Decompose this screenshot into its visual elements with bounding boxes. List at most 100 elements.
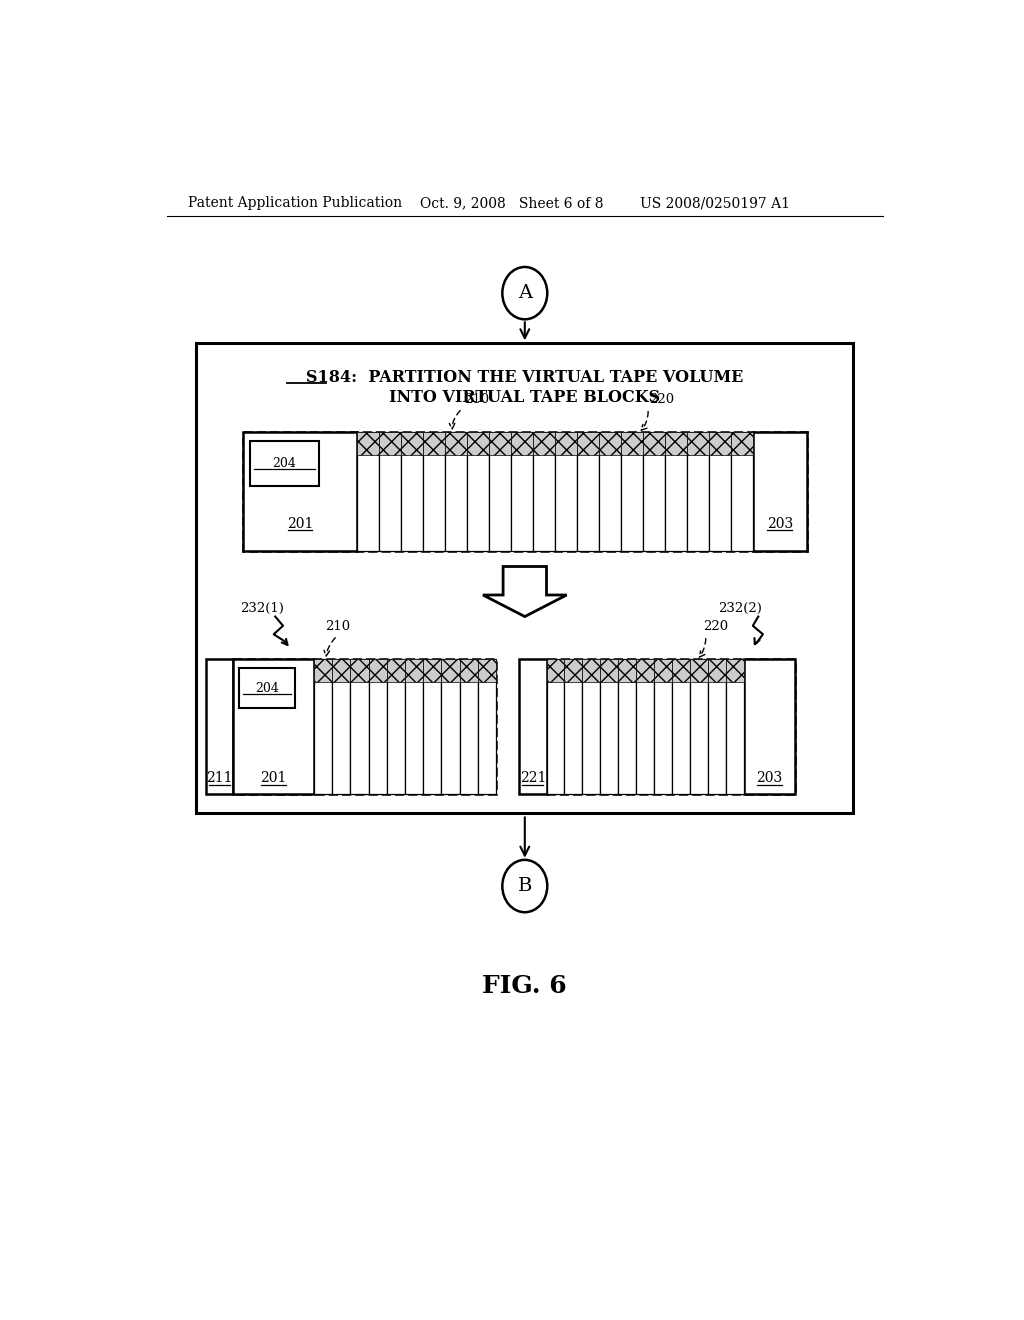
Text: 232(1): 232(1) xyxy=(241,602,285,615)
Text: 232(2): 232(2) xyxy=(718,602,762,615)
Bar xyxy=(600,659,618,682)
Bar xyxy=(332,659,350,682)
Bar xyxy=(467,432,489,455)
Bar xyxy=(621,432,643,552)
Bar xyxy=(445,432,467,455)
Bar xyxy=(332,659,350,793)
Bar xyxy=(314,659,332,682)
Text: US 2008/0250197 A1: US 2008/0250197 A1 xyxy=(640,197,790,210)
Bar xyxy=(709,659,726,793)
Bar xyxy=(350,659,369,793)
Bar xyxy=(665,432,687,552)
Text: Oct. 9, 2008   Sheet 6 of 8: Oct. 9, 2008 Sheet 6 of 8 xyxy=(420,197,604,210)
Bar xyxy=(357,432,379,455)
Bar xyxy=(577,432,599,552)
Text: FIG. 6: FIG. 6 xyxy=(482,974,567,998)
Bar xyxy=(369,659,387,682)
Bar xyxy=(478,659,496,793)
Bar xyxy=(401,432,423,455)
Bar xyxy=(599,432,621,552)
Bar xyxy=(636,659,654,682)
Bar xyxy=(423,432,445,552)
Bar xyxy=(423,659,441,793)
Text: Patent Application Publication: Patent Application Publication xyxy=(188,197,402,210)
Bar xyxy=(357,432,379,552)
Bar xyxy=(423,432,445,455)
Bar xyxy=(232,659,314,793)
Bar xyxy=(555,432,577,455)
Bar xyxy=(511,432,534,455)
Bar xyxy=(441,659,460,682)
Text: 211: 211 xyxy=(206,771,232,785)
Text: S184:  PARTITION THE VIRTUAL TAPE VOLUME: S184: PARTITION THE VIRTUAL TAPE VOLUME xyxy=(306,370,743,387)
Bar xyxy=(643,432,665,552)
Bar xyxy=(519,659,547,793)
Bar xyxy=(731,432,753,455)
Bar xyxy=(709,432,731,455)
Bar xyxy=(489,432,511,552)
Bar xyxy=(387,659,406,793)
Bar xyxy=(600,659,618,793)
Bar xyxy=(243,432,807,552)
Bar xyxy=(709,432,731,552)
Bar xyxy=(643,432,665,455)
Bar xyxy=(564,659,583,682)
Bar xyxy=(379,432,401,455)
Bar xyxy=(618,659,636,793)
Bar xyxy=(350,659,369,682)
Bar xyxy=(673,659,690,793)
Text: 204: 204 xyxy=(272,457,297,470)
Bar xyxy=(406,659,423,682)
Bar xyxy=(687,432,709,552)
Bar xyxy=(618,659,636,682)
Bar xyxy=(731,432,753,552)
Bar xyxy=(726,659,744,793)
Text: 203: 203 xyxy=(756,771,782,785)
Text: 220: 220 xyxy=(702,620,728,634)
Bar xyxy=(564,659,583,793)
Bar xyxy=(709,659,726,682)
Bar xyxy=(441,659,460,793)
Bar xyxy=(654,659,673,682)
Bar xyxy=(232,659,496,793)
Bar xyxy=(687,432,709,455)
Bar xyxy=(690,659,709,682)
Bar xyxy=(467,432,489,552)
Bar xyxy=(690,659,709,793)
Bar xyxy=(239,668,295,708)
Text: 201: 201 xyxy=(260,771,287,785)
Bar xyxy=(243,432,357,552)
Bar xyxy=(577,432,599,455)
Bar xyxy=(460,659,478,793)
Bar xyxy=(387,659,406,682)
Bar xyxy=(511,432,534,552)
Bar xyxy=(489,432,511,455)
Text: B: B xyxy=(517,876,532,895)
Bar xyxy=(555,432,577,552)
Bar xyxy=(726,659,744,682)
Text: INTO VIRTUAL TAPE BLOCKS: INTO VIRTUAL TAPE BLOCKS xyxy=(389,388,660,405)
Bar xyxy=(673,659,690,682)
Bar xyxy=(369,659,387,793)
Bar xyxy=(460,659,478,682)
Bar xyxy=(406,659,423,793)
Text: 204: 204 xyxy=(255,681,279,694)
Text: 201: 201 xyxy=(287,517,313,531)
Bar xyxy=(251,441,318,486)
Bar xyxy=(547,659,795,793)
Text: 210: 210 xyxy=(464,393,488,407)
Text: 210: 210 xyxy=(326,620,351,634)
Bar xyxy=(314,659,332,793)
Bar xyxy=(665,432,687,455)
Bar xyxy=(379,432,401,552)
Text: 220: 220 xyxy=(649,393,675,407)
Bar xyxy=(636,659,654,793)
Bar xyxy=(621,432,643,455)
Text: 221: 221 xyxy=(520,771,546,785)
Bar xyxy=(445,432,467,552)
Bar xyxy=(534,432,555,455)
Text: A: A xyxy=(518,284,531,302)
Bar xyxy=(583,659,600,682)
Bar xyxy=(547,659,564,682)
Bar xyxy=(547,659,564,793)
